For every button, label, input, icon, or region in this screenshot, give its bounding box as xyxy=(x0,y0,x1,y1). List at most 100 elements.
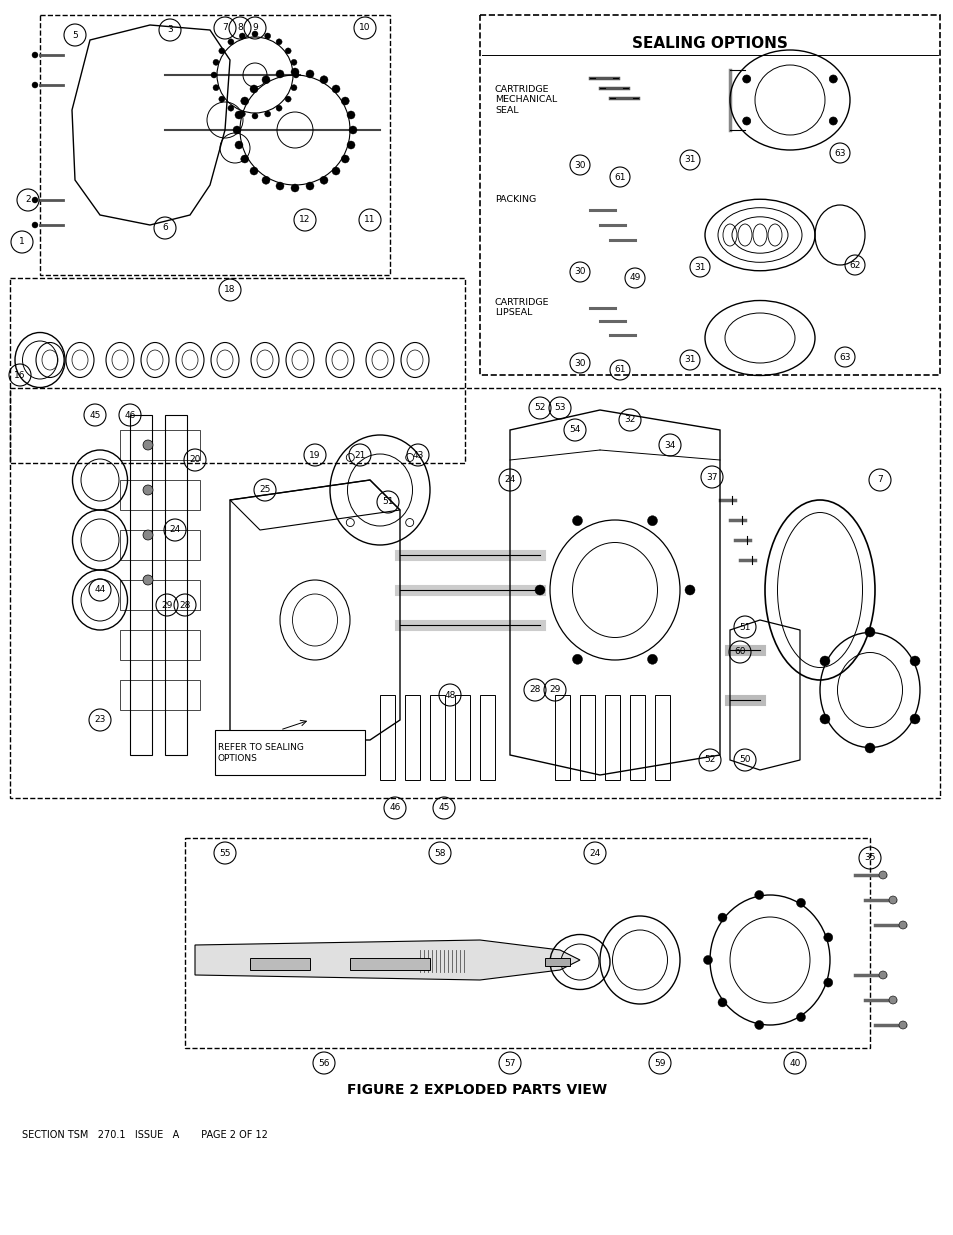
Circle shape xyxy=(275,38,282,44)
Text: 31: 31 xyxy=(683,356,695,364)
Circle shape xyxy=(684,585,695,595)
Text: 51: 51 xyxy=(739,622,750,631)
Text: 54: 54 xyxy=(569,426,580,435)
Text: 35: 35 xyxy=(863,853,875,862)
Circle shape xyxy=(864,743,874,753)
Text: 45: 45 xyxy=(437,804,449,813)
Text: 45: 45 xyxy=(90,410,101,420)
Text: 30: 30 xyxy=(574,268,585,277)
Text: 58: 58 xyxy=(434,848,445,857)
Text: 16: 16 xyxy=(14,370,26,379)
Circle shape xyxy=(275,105,282,111)
Circle shape xyxy=(878,871,886,879)
Circle shape xyxy=(822,932,832,942)
Circle shape xyxy=(275,182,284,190)
Text: 60: 60 xyxy=(734,647,745,657)
Text: FIGURE 2 EXPLODED PARTS VIEW: FIGURE 2 EXPLODED PARTS VIEW xyxy=(347,1083,606,1097)
Circle shape xyxy=(252,31,257,37)
Circle shape xyxy=(285,96,291,103)
Text: SEALING OPTIONS: SEALING OPTIONS xyxy=(632,36,787,51)
Text: 46: 46 xyxy=(389,804,400,813)
Text: 62: 62 xyxy=(848,261,860,269)
Circle shape xyxy=(293,72,298,78)
Text: 61: 61 xyxy=(614,366,625,374)
Circle shape xyxy=(239,33,245,40)
Circle shape xyxy=(347,141,355,149)
Text: 63: 63 xyxy=(839,352,850,362)
Circle shape xyxy=(228,105,233,111)
Circle shape xyxy=(32,198,38,203)
Circle shape xyxy=(250,85,257,93)
FancyBboxPatch shape xyxy=(214,730,365,776)
Circle shape xyxy=(234,111,243,119)
Text: 24: 24 xyxy=(504,475,515,484)
Circle shape xyxy=(143,530,152,540)
Text: 20: 20 xyxy=(189,456,200,464)
Circle shape xyxy=(240,156,249,163)
Text: CARTRIDGE
MECHANICAL
SEAL: CARTRIDGE MECHANICAL SEAL xyxy=(495,85,557,115)
Circle shape xyxy=(822,978,832,987)
Circle shape xyxy=(898,1021,906,1029)
Circle shape xyxy=(264,111,271,117)
Circle shape xyxy=(828,117,837,125)
Circle shape xyxy=(828,75,837,83)
Text: 7: 7 xyxy=(222,23,228,32)
Text: 23: 23 xyxy=(94,715,106,725)
Text: CARTRIDGE
LIPSEAL: CARTRIDGE LIPSEAL xyxy=(495,298,549,317)
Text: 24: 24 xyxy=(589,848,600,857)
Circle shape xyxy=(796,1013,804,1021)
Circle shape xyxy=(332,167,339,175)
Circle shape xyxy=(572,655,582,664)
Text: SECTION TSM   270.1   ISSUE   A       PAGE 2 OF 12: SECTION TSM 270.1 ISSUE A PAGE 2 OF 12 xyxy=(22,1130,268,1140)
Circle shape xyxy=(233,126,241,135)
Text: 44: 44 xyxy=(94,585,106,594)
Circle shape xyxy=(319,75,328,84)
Text: 7: 7 xyxy=(876,475,882,484)
Text: 53: 53 xyxy=(554,404,565,412)
Text: 43: 43 xyxy=(412,451,423,459)
Circle shape xyxy=(332,85,339,93)
Text: 49: 49 xyxy=(629,273,640,283)
Text: 31: 31 xyxy=(683,156,695,164)
Text: REFER TO SEALING
OPTIONS: REFER TO SEALING OPTIONS xyxy=(218,743,304,763)
Circle shape xyxy=(250,167,257,175)
Text: 51: 51 xyxy=(382,498,394,506)
Text: 3: 3 xyxy=(167,26,172,35)
Circle shape xyxy=(285,48,291,54)
Circle shape xyxy=(239,111,245,117)
Circle shape xyxy=(211,72,216,78)
Circle shape xyxy=(341,156,349,163)
Circle shape xyxy=(213,59,219,65)
Circle shape xyxy=(898,921,906,929)
Text: 21: 21 xyxy=(354,451,365,459)
Circle shape xyxy=(234,141,243,149)
Circle shape xyxy=(909,656,919,666)
Circle shape xyxy=(306,70,314,78)
Circle shape xyxy=(240,98,249,105)
Circle shape xyxy=(820,714,829,724)
Text: 29: 29 xyxy=(161,600,172,610)
Text: 31: 31 xyxy=(694,263,705,272)
Text: 55: 55 xyxy=(219,848,231,857)
Circle shape xyxy=(742,75,750,83)
Circle shape xyxy=(291,59,296,65)
Circle shape xyxy=(252,112,257,119)
Circle shape xyxy=(702,956,712,965)
Circle shape xyxy=(341,98,349,105)
Circle shape xyxy=(143,485,152,495)
Text: 56: 56 xyxy=(318,1058,330,1067)
Text: 24: 24 xyxy=(170,526,180,535)
Text: 2: 2 xyxy=(25,195,30,205)
Text: 52: 52 xyxy=(534,404,545,412)
Circle shape xyxy=(32,222,38,228)
Circle shape xyxy=(718,998,726,1007)
Text: 30: 30 xyxy=(574,161,585,169)
Circle shape xyxy=(347,111,355,119)
Circle shape xyxy=(143,440,152,450)
Circle shape xyxy=(32,82,38,88)
Text: 5: 5 xyxy=(72,31,78,40)
Circle shape xyxy=(718,913,726,923)
Text: 34: 34 xyxy=(663,441,675,450)
Circle shape xyxy=(262,177,270,184)
Text: 37: 37 xyxy=(705,473,717,482)
